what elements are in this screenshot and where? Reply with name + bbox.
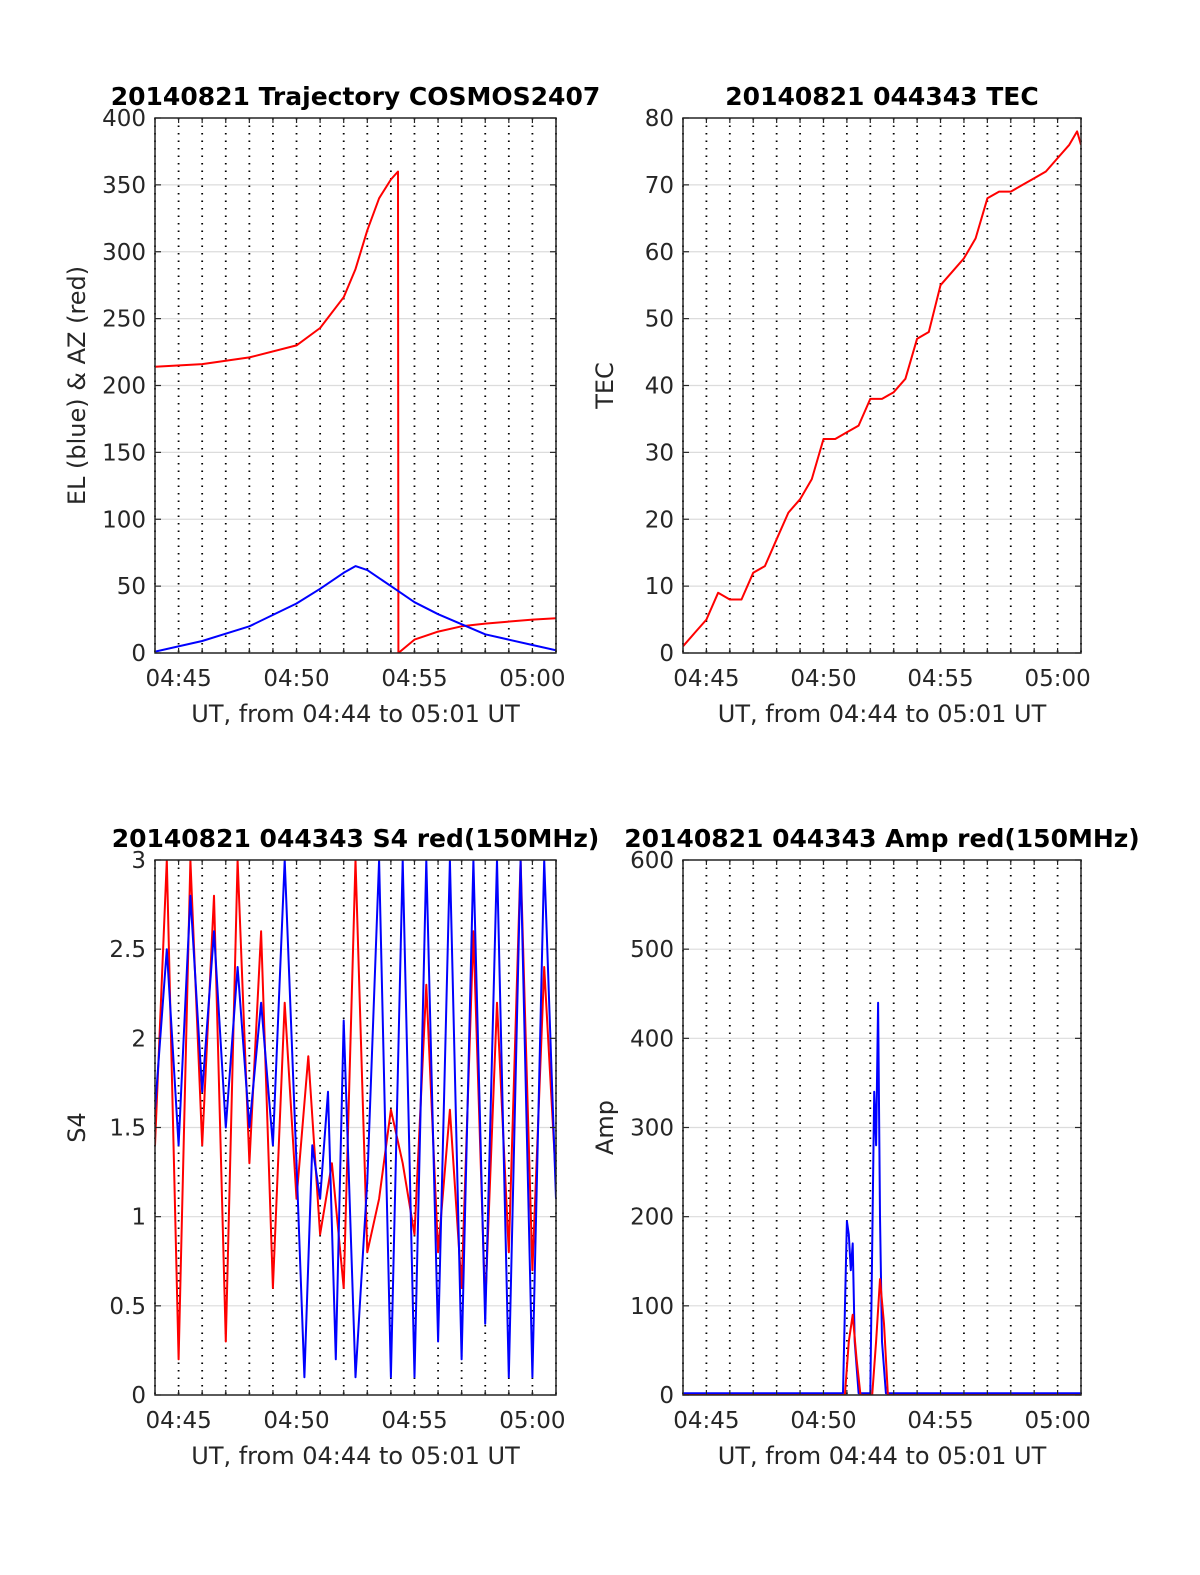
series-group xyxy=(155,860,556,1379)
y-axis-label: S4 xyxy=(63,1112,91,1143)
series-line-1 xyxy=(155,860,556,1379)
x-tick-label: 05:00 xyxy=(499,1408,565,1434)
subplot-tec: 04:45 04:50 04:55 05:00 0 10 20 30 40 50 60 70 80 201… xyxy=(591,82,1091,728)
y-tick-label: 300 xyxy=(102,240,146,266)
x-tick-label: 04:55 xyxy=(907,666,973,692)
x-axis-label: UT, from 04:44 to 05:01 UT xyxy=(191,1442,520,1470)
y-tick-label: 150 xyxy=(102,440,146,466)
y-tick-label: 60 xyxy=(645,240,674,266)
y-tick-label: 350 xyxy=(102,173,146,199)
y-tick-label: 100 xyxy=(102,507,146,533)
x-tick-label: 04:50 xyxy=(790,666,856,692)
y-tick-label: 400 xyxy=(630,1026,674,1052)
x-tick-label: 04:55 xyxy=(381,1408,447,1434)
x-tick-label: 04:50 xyxy=(263,1408,329,1434)
y-tick-label: 20 xyxy=(645,507,674,533)
y-tick-label: 0 xyxy=(659,1383,674,1409)
y-axis-label: EL (blue) & AZ (red) xyxy=(63,266,91,505)
x-tick-label: 04:50 xyxy=(790,1408,856,1434)
y-tick-label: 0 xyxy=(659,641,674,667)
y-tick-label: 0 xyxy=(131,1383,146,1409)
x-tick-label: 04:55 xyxy=(381,666,447,692)
y-tick-label: 400 xyxy=(102,106,146,132)
x-tick-label: 05:00 xyxy=(1024,666,1090,692)
x-tick-label: 05:00 xyxy=(499,666,565,692)
y-tick-label: 30 xyxy=(645,440,674,466)
series-group xyxy=(155,170,556,653)
y-tick-label: 250 xyxy=(102,307,146,333)
x-tick-label: 05:00 xyxy=(1024,1408,1090,1434)
y-tick-label: 40 xyxy=(645,374,674,400)
series-line-1 xyxy=(683,1278,1081,1395)
x-tick-label: 04:50 xyxy=(263,666,329,692)
x-tick-label: 04:45 xyxy=(673,666,739,692)
x-axis-label: UT, from 04:44 to 05:01 UT xyxy=(718,700,1047,728)
y-tick-label: 0.5 xyxy=(109,1294,146,1320)
y-tick-label: 50 xyxy=(117,574,146,600)
y-tick-label: 200 xyxy=(102,374,146,400)
chart-title: 20140821 044343 Amp red(150MHz) xyxy=(624,824,1140,853)
y-tick-label: 10 xyxy=(645,574,674,600)
y-tick-label: 300 xyxy=(630,1116,674,1142)
series-group xyxy=(683,130,1081,647)
y-tick-label: 2.5 xyxy=(109,937,146,963)
x-axis-label: UT, from 04:44 to 05:01 UT xyxy=(718,1442,1047,1470)
y-tick-label: 2 xyxy=(131,1026,146,1052)
series-line-0 xyxy=(683,130,1081,647)
y-tick-label: 80 xyxy=(645,106,674,132)
subplot-s4: 04:45 04:50 04:55 05:00 0 0.5 1 1.5 2 2.5 32014082… xyxy=(63,824,599,1470)
chart-title: 20140821 044343 S4 red(150MHz) xyxy=(112,824,600,853)
x-tick-label: 04:45 xyxy=(145,666,211,692)
y-axis-label: TEC xyxy=(591,362,619,410)
y-tick-label: 1.5 xyxy=(109,1116,146,1142)
series-line-1 xyxy=(155,565,556,653)
chart-title: 20140821 044343 TEC xyxy=(725,82,1038,111)
series-group xyxy=(683,1001,1081,1395)
y-tick-label: 3 xyxy=(131,848,146,874)
subplot-amp: 04:45 04:50 04:55 05:00 0 100 200 300 400 500 6002… xyxy=(591,824,1140,1470)
x-tick-label: 04:45 xyxy=(673,1408,739,1434)
chart-title: 20140821 Trajectory COSMOS2407 xyxy=(111,82,601,111)
subplot-trajectory: 04:45 04:50 04:55 05:00 0 50 100 150 200 250 300 35… xyxy=(63,82,600,728)
y-axis-label: Amp xyxy=(591,1100,619,1155)
y-tick-label: 70 xyxy=(645,173,674,199)
y-tick-label: 200 xyxy=(630,1205,674,1231)
x-tick-label: 04:55 xyxy=(907,1408,973,1434)
y-tick-label: 50 xyxy=(645,307,674,333)
y-tick-label: 600 xyxy=(630,848,674,874)
y-tick-label: 1 xyxy=(131,1205,146,1231)
y-tick-label: 100 xyxy=(630,1294,674,1320)
y-tick-label: 500 xyxy=(630,937,674,963)
y-tick-label: 0 xyxy=(131,641,146,667)
x-axis-label: UT, from 04:44 to 05:01 UT xyxy=(191,700,520,728)
x-tick-label: 04:45 xyxy=(145,1408,211,1434)
